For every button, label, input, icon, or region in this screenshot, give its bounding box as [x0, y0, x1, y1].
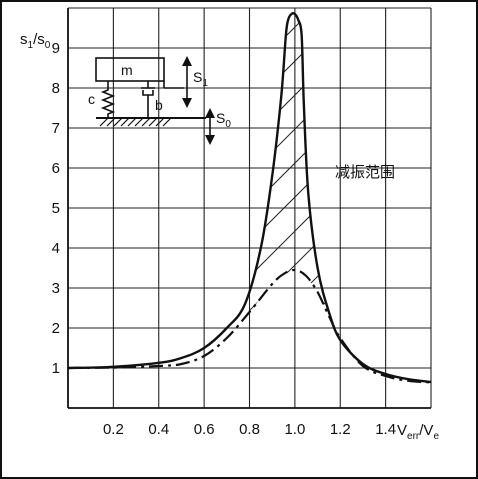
s1-arrow [182, 56, 192, 108]
hatch-line [245, 19, 363, 366]
ground-hatch-line [99, 117, 109, 127]
y-tick-label: 6 [52, 160, 60, 177]
ground-hatch-line [127, 117, 137, 127]
x-tick-label: 1.2 [330, 421, 351, 438]
y-tick-label: 1 [52, 360, 60, 377]
x-tick-label: 1.4 [375, 421, 396, 438]
hatch-line [245, 19, 363, 366]
ground-hatch-line [134, 117, 144, 127]
y-tick-label: 9 [52, 40, 60, 57]
x-axis-label: Verr/Ve [397, 422, 439, 442]
series-dashdot-curve [67, 268, 432, 384]
damping-range-annotation: 减振范围 [335, 164, 395, 181]
y-tick-label: 3 [52, 280, 60, 297]
spring [100, 81, 116, 118]
damping-range-hatch [245, 19, 478, 420]
hatch-line [245, 19, 363, 366]
x-tick-label: 0.6 [194, 421, 215, 438]
ground-hatch-line [155, 117, 165, 127]
s1-label: S1 [193, 69, 208, 89]
damper [141, 81, 155, 118]
mass-block [95, 57, 165, 82]
hatch-line [412, 20, 478, 420]
y-tick-label: 2 [52, 320, 60, 337]
hatch-line [245, 19, 337, 366]
tick-labels: 0.2 0.4 0.6 0.8 1.0 1.2 1.4 1 2 3 4 5 6 7 8 9 [52, 40, 396, 438]
y-axis-label: s1/s0 [20, 31, 51, 51]
y-tick-label: 8 [52, 80, 60, 97]
hatch-line [245, 19, 269, 366]
ground-hatch [99, 117, 172, 127]
damper-label: b [155, 97, 163, 113]
hatch-line [245, 19, 363, 366]
ground-hatch-line [162, 117, 172, 127]
x-tick-label: 1.0 [284, 421, 305, 438]
series-group [67, 12, 432, 384]
y-tick-label: 5 [52, 200, 60, 217]
x-tick-label: 0.2 [103, 421, 124, 438]
hatch-line [378, 20, 478, 420]
axes [67, 8, 431, 409]
ground-hatch-line [141, 117, 151, 127]
mass-spring-damper-diagram: m c b S1 S0 [88, 56, 231, 145]
hatch-line [245, 19, 303, 366]
hatch-line [245, 19, 363, 366]
hatch-line [245, 19, 363, 366]
ground-hatch-line [120, 117, 130, 127]
s0-label: S0 [216, 110, 231, 130]
hatch-line [446, 20, 478, 420]
hatch-line [309, 19, 363, 366]
hatch-line [245, 19, 363, 366]
y-tick-label: 7 [52, 120, 60, 137]
series-solid-curve [67, 12, 432, 384]
s0-arrow [205, 108, 215, 145]
ground-hatch-line [148, 117, 158, 127]
ground-hatch-line [106, 117, 116, 127]
y-tick-label: 4 [52, 240, 60, 257]
x-tick-label: 0.8 [239, 421, 260, 438]
ground-hatch-line [113, 117, 123, 127]
spring-label: c [88, 91, 95, 107]
x-tick-label: 0.4 [148, 421, 169, 438]
mass-label: m [121, 62, 133, 78]
hatch-line [343, 19, 363, 366]
